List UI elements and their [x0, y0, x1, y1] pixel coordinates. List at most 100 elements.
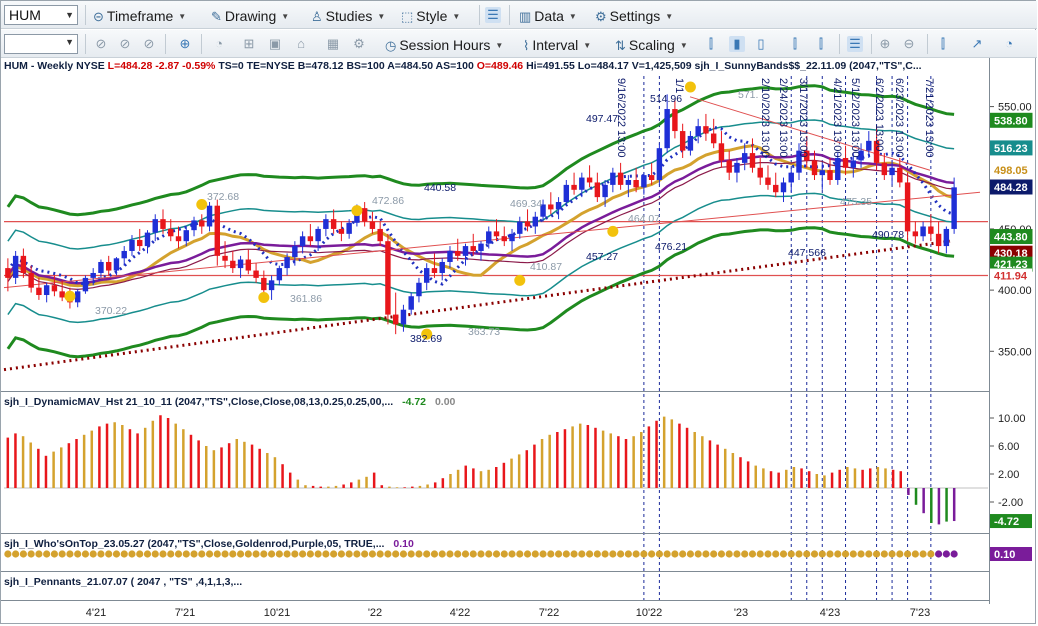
scale-badge-text: 484.28: [994, 182, 1028, 194]
link3-icon[interactable]: ⊘: [143, 36, 155, 51]
whos-on-top-dot: [353, 550, 361, 558]
link-icon[interactable]: ⊘: [95, 36, 107, 51]
mav-panel-header: sjh_I_DynamicMAV_Hst 21_10_11 (2047,"TS"…: [4, 396, 455, 408]
time-axis-label: 7'23: [910, 607, 930, 619]
candle-body: [152, 219, 158, 233]
bars-icon[interactable]: ⫿: [940, 36, 946, 51]
whos-on-top-dot: [267, 550, 276, 558]
candle-body: [284, 257, 290, 269]
toolbar-divider: [85, 34, 86, 54]
whos-on-top-dot: [702, 550, 710, 558]
studies-menu[interactable]: ♙ Studies ▼: [311, 6, 385, 26]
workspace-select[interactable]: ▼: [4, 34, 78, 54]
candle-body: [858, 150, 864, 161]
whos-on-top-dot: [795, 550, 803, 558]
whos-on-top-dot: [950, 550, 958, 558]
scale-tick-label: 2.00: [998, 469, 1019, 481]
whos-on-top-dot: [671, 550, 679, 558]
candle-body: [540, 204, 546, 217]
scale-badge-text: 538.80: [994, 115, 1028, 127]
chevron-down-icon[interactable]: ▼: [65, 37, 74, 47]
studies-label: Studies: [325, 8, 373, 24]
candle-body: [5, 268, 11, 278]
candle-body: [478, 243, 484, 251]
chevron-down-icon: ▼: [178, 12, 187, 22]
gauge-icon[interactable]: ◔: [215, 36, 223, 51]
trend-line: [3, 191, 981, 289]
candle-body: [20, 255, 27, 273]
whos-on-top-dot: [438, 550, 446, 558]
tool-icon[interactable]: ⌂: [297, 36, 305, 51]
scaling-menu[interactable]: ⇅ Scaling ▼: [615, 35, 688, 55]
toolbar-divider: [927, 34, 928, 54]
secondary-toolbar: ▼ ⊘ ⊘ ⊘ ⊕ ◔ ⊞ ▣ ⌂ ▦ ⚙ ◷ Session Hours ▼ ⌇ I…: [1, 30, 1037, 58]
tool2-icon[interactable]: ▦: [326, 36, 340, 51]
whos-on-top-dot: [578, 550, 586, 558]
candle-body: [734, 162, 740, 173]
whos-on-top-dot: [345, 550, 353, 558]
candle-body: [447, 250, 453, 262]
zoom-icon[interactable]: ⊕: [179, 36, 191, 51]
zoom-in-icon[interactable]: ⊕: [879, 36, 891, 51]
chevron-down-icon[interactable]: ▼: [65, 10, 74, 20]
price-label: 370.22: [95, 305, 127, 317]
candle-body: [881, 162, 888, 176]
whos-on-top-dot: [523, 550, 532, 558]
candle-body: [912, 231, 919, 237]
scale-divider: [989, 58, 990, 604]
layout-icon[interactable]: ☰: [847, 36, 863, 52]
candle-body: [804, 150, 810, 161]
price-label: 571.: [738, 89, 758, 101]
chevron-down-icon: ▼: [679, 41, 688, 51]
gear-icon[interactable]: ⚙: [353, 36, 365, 51]
settings-menu[interactable]: ⚙ Settings ▼: [595, 6, 673, 26]
candle-body: [137, 239, 143, 247]
picture-icon[interactable]: ▣: [268, 36, 282, 51]
style-menu[interactable]: ⬚ Style ▼: [401, 6, 460, 26]
scale-badge: [990, 547, 1032, 561]
date-label: 2/10/2023 13:00: [759, 78, 771, 158]
candle-body: [524, 221, 531, 227]
candle-body: [509, 233, 515, 242]
whos-on-top-dot: [492, 550, 501, 558]
session-hours-menu[interactable]: ◷ Session Hours ▼: [385, 35, 503, 55]
candle-body: [796, 150, 802, 173]
whos-on-top-dot: [384, 550, 392, 558]
volume-icon[interactable]: ⫿: [792, 36, 798, 51]
chevron-down-icon: ▼: [281, 12, 290, 22]
data-menu[interactable]: ▥ Data ▼: [519, 6, 577, 26]
candle-body: [486, 231, 492, 244]
layout-icon[interactable]: ☰: [485, 7, 501, 23]
bar-chart-icon[interactable]: ⫿: [708, 36, 714, 51]
candle-body: [222, 255, 228, 261]
resistance-line: [689, 96, 931, 171]
candle-body: [214, 205, 221, 256]
whos-on-top-dot: [911, 550, 919, 558]
candle-body: [943, 228, 950, 247]
whos-on-top-dot: [903, 550, 912, 558]
candle-hollow-icon[interactable]: ▯: [757, 36, 765, 51]
toolbar-divider: [871, 34, 872, 54]
trend-icon[interactable]: ↗: [971, 36, 983, 51]
candle-body: [408, 296, 414, 310]
whos-on-top-dot: [516, 550, 524, 558]
measure-icon[interactable]: ⊞: [243, 36, 255, 51]
candle-chart-icon[interactable]: ▮: [729, 36, 745, 52]
candle-body: [672, 109, 678, 132]
candle-body: [276, 268, 283, 281]
gauge-icon[interactable]: ◔: [1005, 36, 1013, 51]
candle-body: [199, 220, 205, 227]
interval-menu[interactable]: ⌇ Interval ▼: [523, 35, 591, 55]
scaling-label: Scaling: [628, 37, 675, 53]
whos-on-top-dot: [857, 550, 865, 558]
price-scale[interactable]: 550.00500.00450.00400.00350.00538.80516.…: [989, 102, 1033, 561]
link2-icon[interactable]: ⊘: [119, 36, 131, 51]
symbol-input[interactable]: HUM ▼: [4, 5, 78, 25]
drawing-menu[interactable]: ✎ Drawing ▼: [211, 6, 289, 26]
zoom-out-icon[interactable]: ⊖: [903, 36, 915, 51]
candle-body: [579, 177, 585, 190]
timeframe-menu[interactable]: ⊝ Timeframe ▼: [93, 6, 186, 26]
price-label: 472.86: [372, 195, 404, 207]
volume2-icon[interactable]: ⫿: [818, 36, 824, 51]
